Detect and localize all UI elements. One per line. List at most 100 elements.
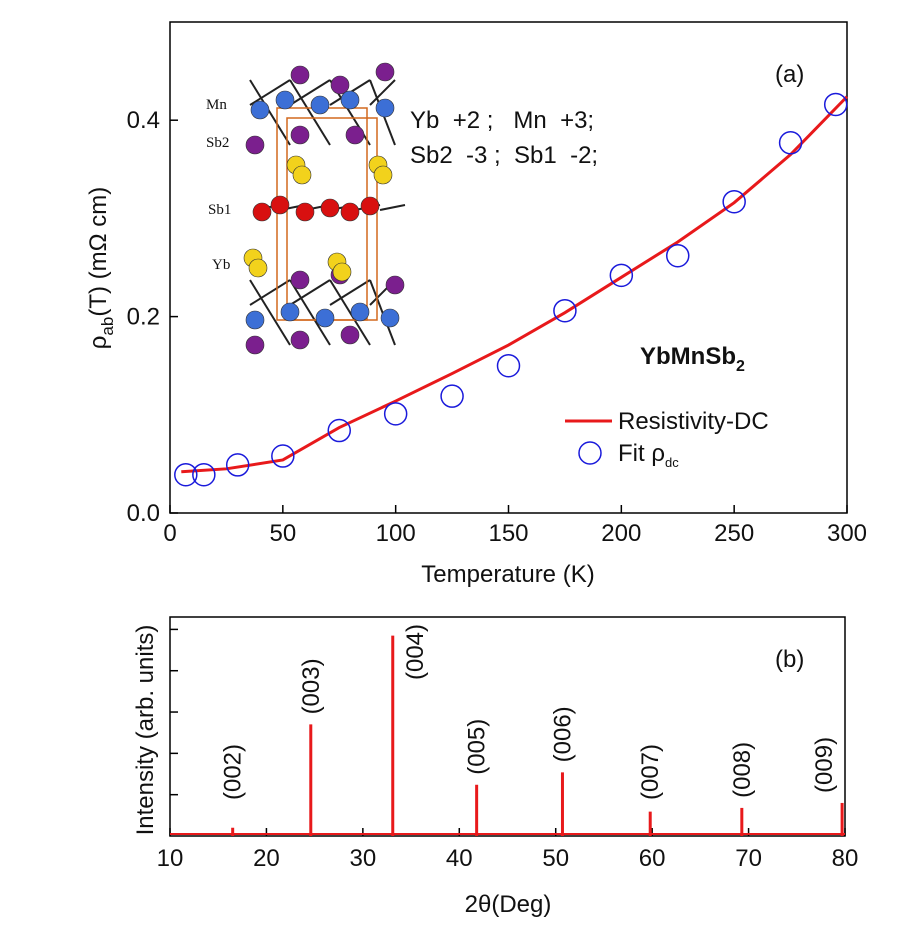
atom <box>332 262 352 282</box>
y-tick-label: 0.4 <box>127 107 160 134</box>
data-point <box>778 131 803 155</box>
data-point <box>553 298 577 323</box>
panel-label: (a) <box>775 61 804 88</box>
x-tick-label: 50 <box>269 520 296 547</box>
structure-label: Yb <box>212 257 230 273</box>
peak-label: (008) <box>729 742 756 798</box>
legend-label-sub: dc <box>665 455 679 470</box>
data-point <box>823 92 848 117</box>
x-axis-title: 2θ(Deg) <box>465 891 552 918</box>
atom <box>375 62 395 82</box>
plot-frame <box>169 616 846 837</box>
atom <box>375 98 395 118</box>
x-tick-label: 100 <box>376 520 416 547</box>
atom <box>270 195 290 215</box>
x-tick-label: 250 <box>714 520 754 547</box>
structure-label: Mn <box>206 97 227 113</box>
atom <box>290 330 310 350</box>
x-axis-title: Temperature (K) <box>421 561 594 588</box>
atom <box>320 198 340 218</box>
atom <box>280 302 300 322</box>
atom <box>345 125 365 145</box>
data-point <box>609 263 634 288</box>
peak-label: (002) <box>220 744 247 800</box>
data-point <box>722 189 746 214</box>
atom <box>340 90 360 110</box>
atom <box>350 302 370 322</box>
data-point <box>174 462 198 487</box>
atom <box>290 270 310 290</box>
peak-label: (007) <box>637 744 664 800</box>
legend-label-part: Fit ρ <box>618 440 665 467</box>
y-axis-title-part: (T) (mΩ cm) <box>85 187 112 317</box>
atom <box>373 165 393 185</box>
x-tick-label: 60 <box>639 845 666 872</box>
x-tick-label: 300 <box>827 520 867 547</box>
bond <box>379 204 406 211</box>
atom <box>310 95 330 115</box>
bond <box>289 79 331 106</box>
crystal-structure <box>243 62 406 355</box>
peak-label: (009) <box>811 737 838 793</box>
compound-part: YbMnSb <box>640 343 736 370</box>
y-axis-title-part: ρ <box>85 336 112 350</box>
legend-label: Resistivity-DC <box>618 408 769 435</box>
peak-label: (005) <box>464 719 491 775</box>
atom <box>292 165 312 185</box>
bond <box>369 279 396 346</box>
compound-label: YbMnSb2 <box>640 343 745 375</box>
atom <box>295 202 315 222</box>
data-point <box>271 444 295 468</box>
y-axis-title-sub: ab <box>98 317 117 336</box>
data-point <box>496 353 521 378</box>
atom <box>245 135 265 155</box>
x-tick-label: 80 <box>832 845 859 872</box>
data-line <box>181 95 849 474</box>
bond <box>249 279 291 306</box>
annotation: Sb2 -3 ; Sb1 -2; <box>410 142 598 169</box>
x-tick-label: 50 <box>542 845 569 872</box>
data-point <box>225 453 250 477</box>
x-tick-label: 150 <box>488 520 528 547</box>
peak-label: (004) <box>402 624 429 680</box>
atom <box>340 202 360 222</box>
data-point <box>327 418 351 443</box>
data-point <box>666 243 690 268</box>
bond <box>329 279 371 306</box>
data-point <box>440 384 464 408</box>
bond <box>289 279 331 306</box>
legend-marker <box>578 441 602 465</box>
bond <box>289 279 331 346</box>
legend-label: Fit ρdc <box>618 440 679 470</box>
bond <box>289 79 331 146</box>
data-point <box>383 402 408 426</box>
x-tick-label: 20 <box>253 845 280 872</box>
structure-label: Sb1 <box>208 202 231 218</box>
x-tick-label: 30 <box>350 845 377 872</box>
x-tick-label: 10 <box>157 845 184 872</box>
peak-label: (006) <box>549 706 576 762</box>
atom <box>315 308 335 328</box>
bond <box>249 279 291 346</box>
panel-label: (b) <box>775 646 804 673</box>
bond <box>369 79 396 106</box>
x-tick-label: 70 <box>735 845 762 872</box>
atom <box>250 100 270 120</box>
atom <box>245 310 265 330</box>
atom <box>340 325 360 345</box>
y-tick-label: 0.0 <box>127 500 160 527</box>
y-axis-title: ρab(T) (mΩ cm) <box>85 187 117 349</box>
atom <box>275 90 295 110</box>
atom <box>248 258 268 278</box>
atom <box>290 125 310 145</box>
bond <box>249 79 291 146</box>
peak-label: (003) <box>298 658 325 714</box>
compound-sub: 2 <box>736 358 745 375</box>
atom <box>290 65 310 85</box>
bond <box>329 279 371 346</box>
atom <box>252 202 272 222</box>
atom <box>380 308 400 328</box>
atom <box>245 335 265 355</box>
